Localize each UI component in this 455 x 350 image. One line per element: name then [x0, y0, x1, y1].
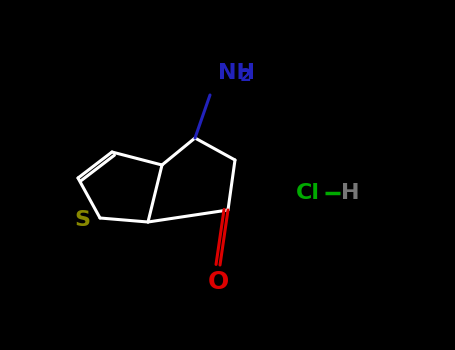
Text: O: O — [207, 270, 228, 294]
Text: H: H — [341, 183, 359, 203]
Text: NH: NH — [218, 63, 255, 83]
Text: Cl: Cl — [296, 183, 320, 203]
Text: S: S — [74, 210, 90, 230]
Text: 2: 2 — [240, 67, 252, 85]
